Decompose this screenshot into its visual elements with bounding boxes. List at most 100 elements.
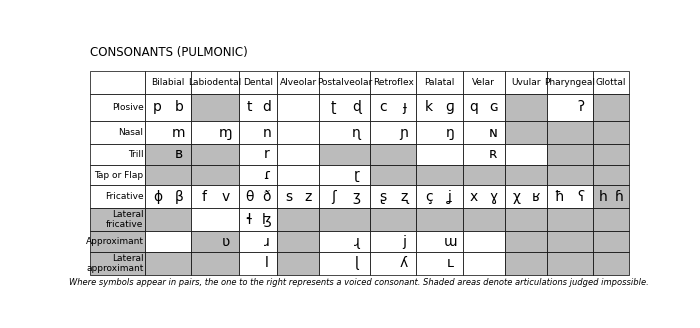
Text: ʐ: ʐ bbox=[400, 190, 407, 204]
Text: p: p bbox=[153, 100, 162, 114]
Bar bbox=[145, 231, 191, 252]
Bar bbox=[90, 231, 145, 252]
Text: h: h bbox=[598, 190, 607, 204]
Bar bbox=[593, 252, 629, 275]
Bar bbox=[145, 71, 191, 94]
Bar bbox=[277, 94, 319, 121]
Bar bbox=[319, 165, 370, 185]
Bar bbox=[370, 208, 416, 231]
Text: ʋ: ʋ bbox=[222, 235, 230, 249]
Bar bbox=[370, 165, 416, 185]
Text: ɖ: ɖ bbox=[352, 100, 361, 114]
Bar bbox=[239, 71, 277, 94]
Bar bbox=[145, 144, 191, 165]
Text: ð: ð bbox=[262, 190, 271, 204]
Bar bbox=[505, 94, 547, 121]
Bar bbox=[191, 165, 239, 185]
Text: ŋ: ŋ bbox=[446, 126, 454, 140]
Text: ʈ: ʈ bbox=[330, 100, 336, 114]
Text: f: f bbox=[202, 190, 206, 204]
Bar bbox=[593, 144, 629, 165]
Text: ʀ: ʀ bbox=[489, 147, 498, 161]
Bar bbox=[416, 94, 463, 121]
Bar bbox=[463, 185, 505, 208]
Text: Trill: Trill bbox=[128, 150, 144, 159]
Bar bbox=[319, 252, 370, 275]
Text: ʙ: ʙ bbox=[175, 147, 183, 161]
Text: ɬ: ɬ bbox=[246, 213, 253, 227]
Bar bbox=[505, 71, 547, 94]
Text: ɢ: ɢ bbox=[489, 100, 498, 114]
Text: Uvular: Uvular bbox=[511, 78, 540, 87]
Bar bbox=[416, 231, 463, 252]
Bar bbox=[463, 252, 505, 275]
Text: l: l bbox=[265, 256, 269, 270]
Bar bbox=[463, 208, 505, 231]
Bar bbox=[505, 165, 547, 185]
Text: s: s bbox=[285, 190, 292, 204]
Bar bbox=[90, 165, 145, 185]
Bar bbox=[90, 252, 145, 275]
Bar bbox=[239, 94, 277, 121]
Text: j: j bbox=[402, 235, 406, 249]
Text: θ: θ bbox=[245, 190, 253, 204]
Bar bbox=[416, 71, 463, 94]
Bar bbox=[593, 185, 629, 208]
Text: ʎ: ʎ bbox=[400, 256, 408, 270]
Bar bbox=[505, 252, 547, 275]
Bar bbox=[90, 144, 145, 165]
Text: Fricative: Fricative bbox=[105, 192, 144, 201]
Text: ɱ: ɱ bbox=[219, 126, 232, 140]
Bar bbox=[239, 208, 277, 231]
Bar bbox=[547, 208, 593, 231]
Text: Postalveolar: Postalveolar bbox=[317, 78, 372, 87]
Text: ɟ: ɟ bbox=[402, 100, 406, 114]
Text: ɦ: ɦ bbox=[615, 190, 624, 204]
Bar bbox=[547, 231, 593, 252]
Text: β: β bbox=[174, 190, 183, 204]
Bar bbox=[547, 165, 593, 185]
Text: ɯ: ɯ bbox=[443, 235, 457, 249]
Text: b: b bbox=[174, 100, 183, 114]
Text: ɲ: ɲ bbox=[400, 126, 409, 140]
Bar bbox=[191, 144, 239, 165]
Bar bbox=[463, 71, 505, 94]
Bar bbox=[547, 252, 593, 275]
Bar bbox=[239, 121, 277, 144]
Text: Glottal: Glottal bbox=[596, 78, 626, 87]
Text: ɴ: ɴ bbox=[489, 126, 498, 140]
Bar bbox=[191, 94, 239, 121]
Text: k: k bbox=[425, 100, 433, 114]
Bar bbox=[145, 121, 191, 144]
Text: ʕ: ʕ bbox=[577, 190, 584, 204]
Text: ɳ: ɳ bbox=[352, 126, 361, 140]
Bar bbox=[416, 165, 463, 185]
Bar bbox=[191, 252, 239, 275]
Text: Retroflex: Retroflex bbox=[373, 78, 414, 87]
Bar bbox=[370, 185, 416, 208]
Text: χ: χ bbox=[512, 190, 520, 204]
Bar bbox=[547, 144, 593, 165]
Text: ɽ: ɽ bbox=[354, 168, 359, 182]
Text: ʂ: ʂ bbox=[379, 190, 386, 204]
Bar bbox=[239, 231, 277, 252]
Bar bbox=[463, 231, 505, 252]
Bar bbox=[191, 71, 239, 94]
Text: Bilabial: Bilabial bbox=[151, 78, 185, 87]
Bar bbox=[277, 71, 319, 94]
Bar bbox=[277, 231, 319, 252]
Bar bbox=[463, 121, 505, 144]
Bar bbox=[547, 121, 593, 144]
Bar bbox=[191, 185, 239, 208]
Bar bbox=[277, 252, 319, 275]
Bar bbox=[370, 144, 416, 165]
Bar bbox=[90, 185, 145, 208]
Bar bbox=[277, 121, 319, 144]
Bar bbox=[416, 208, 463, 231]
Text: v: v bbox=[222, 190, 230, 204]
Text: ɡ: ɡ bbox=[446, 100, 454, 114]
Text: Approximant: Approximant bbox=[85, 237, 144, 246]
Text: Lateral
fricative: Lateral fricative bbox=[106, 210, 144, 229]
Text: ɹ: ɹ bbox=[264, 235, 270, 249]
Text: Pharyngeal: Pharyngeal bbox=[545, 78, 596, 87]
